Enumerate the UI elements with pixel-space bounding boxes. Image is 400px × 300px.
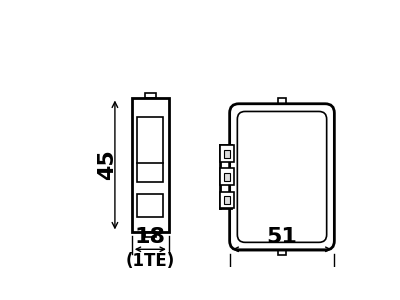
Bar xyxy=(137,194,164,217)
Text: 51: 51 xyxy=(266,227,298,247)
Bar xyxy=(224,150,230,158)
Text: 18: 18 xyxy=(135,227,166,247)
Bar xyxy=(278,250,286,256)
Text: (1TE): (1TE) xyxy=(126,252,175,270)
Bar xyxy=(145,93,156,98)
Bar xyxy=(220,168,234,185)
Bar xyxy=(145,232,156,237)
Text: 45: 45 xyxy=(97,150,117,180)
Bar xyxy=(137,117,164,182)
Bar xyxy=(224,173,230,181)
Bar xyxy=(132,98,169,232)
Bar xyxy=(220,191,234,208)
Bar xyxy=(278,98,286,104)
Bar xyxy=(220,145,234,162)
Bar xyxy=(224,196,230,204)
